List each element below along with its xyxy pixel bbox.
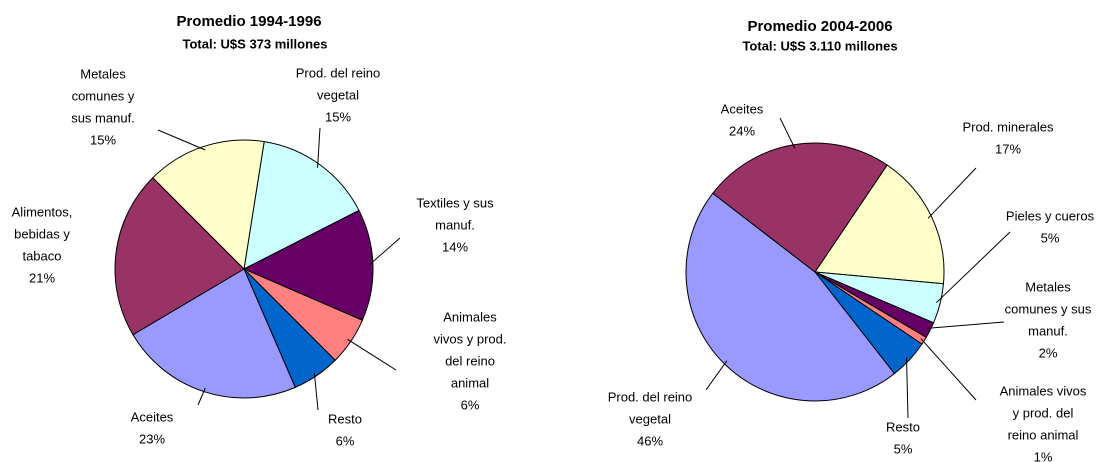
slice-label: Metales [1025,279,1071,294]
leader-line [157,129,206,151]
slice-label: Prod. del reino [608,389,693,404]
slice-label: Pieles y cueros [1006,208,1095,223]
slice-label: Resto [886,419,920,434]
chart-subtitle: Total: U$S 3.110 millones [742,38,897,53]
slice-value-label: 5% [894,441,913,456]
slice-label: vegetal [317,87,359,102]
chart-title: Promedio 1994-1996 [176,13,321,30]
slice-value-label: 46% [637,433,663,448]
slice-value-label: 21% [29,270,55,285]
pie-slice [243,141,360,270]
slice-value-label: 24% [729,123,755,138]
leader-line [368,237,401,266]
leader-line [935,231,1011,304]
slice-label: Aceites [721,101,764,116]
slice-label: manuf. [435,217,475,232]
slice-label: del reino [445,353,495,368]
chart-title: Promedio 2004-2006 [747,18,892,35]
slice-label: Textiles y sus [416,195,494,210]
leader-line [347,338,397,371]
slice-label: Prod. minerales [962,119,1054,134]
slice-label: vivos y prod. [434,331,507,346]
slice-label: Animales vivos [1000,383,1087,398]
pie-slice [152,139,265,271]
leader-line [705,360,728,391]
pie-slice [114,177,245,336]
slice-label: bebidas y [14,226,70,241]
slice-label: tabaco [22,248,61,263]
slice-label: Alimentos, [12,204,73,219]
slice-label: comunes y [72,88,135,103]
slice-label: Aceites [131,409,174,424]
chart-subtitle: Total: U$S 373 millones [183,36,328,51]
slice-label: reino animal [1008,427,1079,442]
leader-line [317,127,321,168]
pie-slice [242,209,374,321]
slice-label: Resto [328,411,362,426]
pie-slice [814,164,945,285]
leader-line [313,372,319,411]
slice-value-label: 1% [1034,449,1053,462]
slice-label: sus manuf. [71,110,135,125]
slice-label: Animales [443,309,497,324]
pie-slice [712,142,888,273]
leader-line [779,117,796,149]
slice-value-label: 6% [336,433,355,448]
slice-label: vegetal [629,411,671,426]
slice-value-label: 5% [1041,230,1060,245]
leader-line [926,321,1005,329]
leader-line [920,338,977,401]
slice-value-label: 23% [139,431,165,446]
slice-label: animal [451,375,489,390]
slice-label: manuf. [1028,323,1068,338]
leader-line [906,357,909,419]
slice-label: Prod. del reino [296,65,381,80]
pie-slice [685,192,896,402]
slice-value-label: 6% [461,397,480,412]
slice-value-label: 15% [325,109,351,124]
slice-value-label: 17% [995,141,1021,156]
slice-label: y prod. del [1013,405,1074,420]
slice-value-label: 14% [442,239,468,254]
leader-line [927,167,977,219]
slice-value-label: 15% [90,132,116,147]
slice-label: comunes y sus [1005,301,1092,316]
slice-value-label: 2% [1039,345,1058,360]
slice-label: Metales [80,66,126,81]
leader-line [197,387,206,406]
